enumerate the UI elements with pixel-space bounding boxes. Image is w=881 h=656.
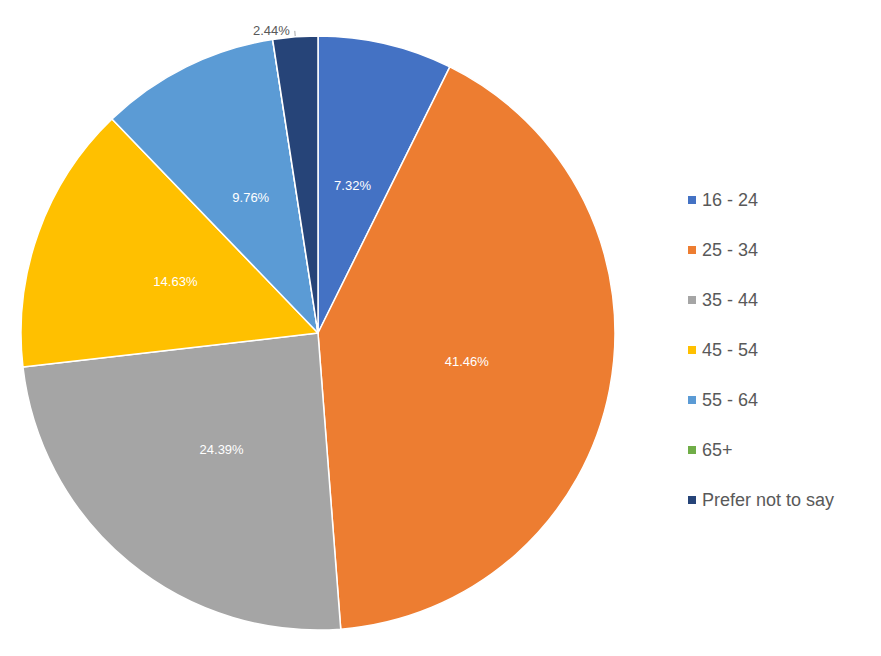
svg-text:35 - 44: 35 - 44 (702, 290, 758, 310)
svg-text:41.46%: 41.46% (445, 354, 490, 369)
svg-text:2.44%: 2.44% (253, 23, 290, 38)
svg-text:Prefer not to say: Prefer not to say (702, 490, 834, 510)
svg-text:45 - 54: 45 - 54 (702, 340, 758, 360)
svg-text:55 - 64: 55 - 64 (702, 390, 758, 410)
svg-text:7.32%: 7.32% (334, 178, 371, 193)
svg-text:14.63%: 14.63% (153, 274, 198, 289)
svg-text:16 - 24: 16 - 24 (702, 190, 758, 210)
svg-text:9.76%: 9.76% (232, 190, 269, 205)
svg-text:65+: 65+ (702, 440, 733, 460)
svg-text:25 - 34: 25 - 34 (702, 240, 758, 260)
svg-text:24.39%: 24.39% (200, 442, 245, 457)
